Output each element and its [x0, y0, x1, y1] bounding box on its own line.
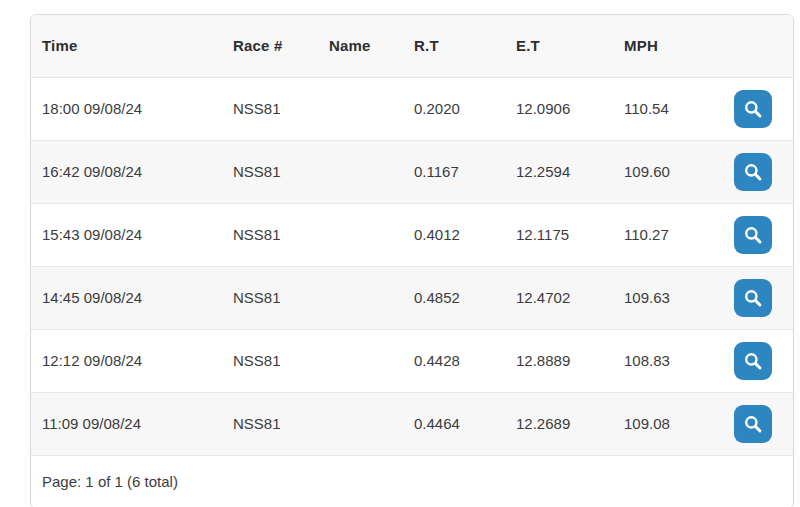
cell-race-number: NSS81 [222, 392, 318, 455]
cell-race-number: NSS81 [222, 140, 318, 203]
view-run-button[interactable] [734, 216, 772, 254]
column-header-name: Name [318, 15, 403, 77]
cell-mph: 109.60 [613, 140, 713, 203]
cell-action [713, 203, 793, 266]
cell-mph: 108.83 [613, 329, 713, 392]
cell-action [713, 329, 793, 392]
column-header-time: Time [31, 15, 222, 77]
view-run-button[interactable] [734, 342, 772, 380]
cell-race-number: NSS81 [222, 329, 318, 392]
view-run-button[interactable] [734, 405, 772, 443]
cell-et: 12.2689 [505, 392, 613, 455]
cell-action [713, 266, 793, 329]
view-run-button[interactable] [734, 153, 772, 191]
table-header-row: Time Race # Name R.T E.T MPH [31, 15, 793, 77]
table-body: 18:00 09/08/24 NSS81 0.2020 12.0906 110.… [31, 77, 793, 455]
cell-name [318, 140, 403, 203]
magnifier-icon [742, 287, 764, 309]
table-row: 18:00 09/08/24 NSS81 0.2020 12.0906 110.… [31, 77, 793, 140]
cell-rt: 0.4464 [403, 392, 505, 455]
table-row: 12:12 09/08/24 NSS81 0.4428 12.8889 108.… [31, 329, 793, 392]
column-header-race-number: Race # [222, 15, 318, 77]
cell-time: 11:09 09/08/24 [31, 392, 222, 455]
magnifier-icon [742, 224, 764, 246]
magnifier-icon [742, 413, 764, 435]
table-row: 15:43 09/08/24 NSS81 0.4012 12.1175 110.… [31, 203, 793, 266]
race-results-table: Time Race # Name R.T E.T MPH 18:00 09/08… [31, 15, 793, 456]
cell-race-number: NSS81 [222, 203, 318, 266]
cell-rt: 0.2020 [403, 77, 505, 140]
cell-time: 15:43 09/08/24 [31, 203, 222, 266]
cell-race-number: NSS81 [222, 77, 318, 140]
cell-name [318, 329, 403, 392]
cell-rt: 0.1167 [403, 140, 505, 203]
cell-action [713, 392, 793, 455]
cell-name [318, 266, 403, 329]
cell-name [318, 77, 403, 140]
column-header-actions [713, 15, 793, 77]
view-run-button[interactable] [734, 279, 772, 317]
cell-rt: 0.4012 [403, 203, 505, 266]
magnifier-icon [742, 161, 764, 183]
cell-mph: 110.54 [613, 77, 713, 140]
table-row: 16:42 09/08/24 NSS81 0.1167 12.2594 109.… [31, 140, 793, 203]
cell-rt: 0.4428 [403, 329, 505, 392]
cell-mph: 109.63 [613, 266, 713, 329]
cell-et: 12.2594 [505, 140, 613, 203]
cell-mph: 110.27 [613, 203, 713, 266]
view-run-button[interactable] [734, 90, 772, 128]
cell-action [713, 140, 793, 203]
table-row: 14:45 09/08/24 NSS81 0.4852 12.4702 109.… [31, 266, 793, 329]
table-row: 11:09 09/08/24 NSS81 0.4464 12.2689 109.… [31, 392, 793, 455]
cell-time: 18:00 09/08/24 [31, 77, 222, 140]
page: Time Race # Name R.T E.T MPH 18:00 09/08… [0, 0, 800, 507]
cell-name [318, 203, 403, 266]
race-results-card: Time Race # Name R.T E.T MPH 18:00 09/08… [30, 14, 794, 507]
cell-time: 16:42 09/08/24 [31, 140, 222, 203]
cell-time: 12:12 09/08/24 [31, 329, 222, 392]
cell-et: 12.8889 [505, 329, 613, 392]
pagination-footer: Page: 1 of 1 (6 total) [31, 456, 793, 507]
cell-mph: 109.08 [613, 392, 713, 455]
cell-et: 12.1175 [505, 203, 613, 266]
column-header-mph: MPH [613, 15, 713, 77]
column-header-rt: R.T [403, 15, 505, 77]
pagination-text: Page: 1 of 1 (6 total) [42, 473, 178, 490]
cell-name [318, 392, 403, 455]
cell-action [713, 77, 793, 140]
cell-time: 14:45 09/08/24 [31, 266, 222, 329]
cell-et: 12.0906 [505, 77, 613, 140]
magnifier-icon [742, 350, 764, 372]
column-header-et: E.T [505, 15, 613, 77]
cell-race-number: NSS81 [222, 266, 318, 329]
cell-rt: 0.4852 [403, 266, 505, 329]
magnifier-icon [742, 98, 764, 120]
cell-et: 12.4702 [505, 266, 613, 329]
